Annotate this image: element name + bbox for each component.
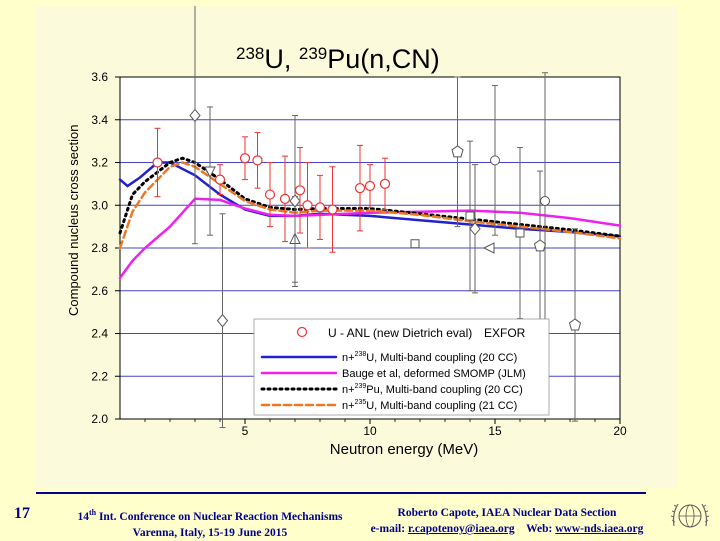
email-link[interactable]: r.capotenoy@iaea.org bbox=[407, 523, 515, 535]
anl-point bbox=[239, 153, 251, 164]
legend-label-mass: 239 bbox=[355, 383, 367, 390]
legend-anl-marker bbox=[296, 326, 308, 338]
y-tick-label: 2.6 bbox=[91, 284, 108, 298]
exfor-marker bbox=[189, 108, 201, 123]
y-tick-label: 2.0 bbox=[91, 412, 108, 426]
y-tick-label: 2.4 bbox=[91, 327, 108, 341]
anl-point bbox=[264, 189, 276, 200]
legend-box bbox=[253, 318, 550, 416]
axes: 2.0 2.2 2.4 2.6 2.8 3.0 3.2 3.4 3.6 5 10 15 20 bbox=[91, 70, 627, 438]
x-axis-label: Neutron energy (MeV) bbox=[330, 441, 478, 458]
exfor-marker bbox=[216, 313, 229, 328]
legend-label-3: n+235U, Multi-band coupling (21 CC) bbox=[342, 399, 517, 412]
legend-label-suffix: U, Multi-band coupling (20 CC) bbox=[366, 352, 517, 364]
title-mass-2: 239 bbox=[299, 44, 327, 63]
anl-point bbox=[364, 180, 376, 192]
exfor-marker bbox=[289, 194, 301, 208]
exfor-marker bbox=[469, 221, 481, 236]
legend-label-suffix: U, Multi-band coupling (21 CC) bbox=[366, 400, 517, 412]
slide-number: 17 bbox=[14, 505, 30, 522]
anl-point bbox=[152, 157, 163, 168]
legend-label-1: Bauge et al, deformed SMOMP (JLM) bbox=[342, 368, 526, 380]
exfor-marker bbox=[451, 145, 464, 158]
legend-label-prefix: Bauge et al, deformed SMOMP (JLM) bbox=[342, 368, 526, 380]
data-points bbox=[152, 6, 582, 429]
chart-title: 238U, 239Pu(n,CN) bbox=[236, 44, 440, 74]
legend-label-prefix: n+ bbox=[342, 352, 355, 364]
footer-conference: 14th Int. Conference on Nuclear Reaction… bbox=[60, 505, 360, 541]
email-label: e-mail: bbox=[370, 523, 408, 535]
anl-point bbox=[279, 193, 291, 204]
y-tick-label: 2.8 bbox=[91, 241, 108, 255]
author-line: Roberto Capote, IAEA Nuclear Data Sectio… bbox=[397, 507, 617, 519]
anl-point bbox=[214, 174, 226, 185]
y-tick-label: 3.2 bbox=[91, 156, 108, 170]
y-axis-label: Compound nucleus cross section bbox=[66, 125, 81, 317]
anl-point bbox=[314, 202, 326, 213]
x-tick-label: 15 bbox=[488, 424, 502, 438]
conference-ordinal: th bbox=[88, 508, 97, 517]
y-tick-label: 3.0 bbox=[91, 198, 108, 212]
exfor-marker bbox=[515, 228, 525, 238]
anl-point bbox=[294, 185, 306, 196]
anl-point bbox=[302, 200, 313, 211]
cross-section-chart: 2.02.22.42.62.83.03.23.43.65 10 15 20 238U,… bbox=[66, 6, 627, 458]
exfor-marker bbox=[568, 318, 582, 331]
legend-exfor-label: EXFOR bbox=[484, 326, 526, 340]
y-tick-label: 2.2 bbox=[91, 369, 108, 383]
title-mass-1: 238 bbox=[236, 44, 264, 63]
legend-label-prefix: n+ bbox=[342, 384, 355, 396]
legend-anl-label: U - ANL (new Dietrich eval) bbox=[328, 326, 472, 340]
anl-point bbox=[252, 155, 263, 166]
exfor-marker bbox=[204, 166, 216, 179]
y-tick-label: 3.4 bbox=[91, 113, 108, 127]
legend: U - ANL (new Dietrich eval) EXFOR n+238U… bbox=[253, 318, 550, 416]
footer-author: Roberto Capote, IAEA Nuclear Data Sectio… bbox=[352, 505, 662, 537]
exfor-marker bbox=[465, 211, 475, 221]
y-tick-label: 3.6 bbox=[91, 70, 108, 84]
chart-panel: 2.0 2.2 2.4 2.6 2.8 3.0 3.2 3.4 3.6 5 10 15 20 238U,… bbox=[36, 6, 678, 488]
exfor-marker bbox=[540, 195, 550, 206]
x-tick-label: 5 bbox=[242, 424, 249, 438]
x-tick-label: 20 bbox=[613, 424, 627, 438]
legend-label-suffix: Pu, Multi-band coupling (20 CC) bbox=[366, 384, 523, 396]
title-element-2: Pu(n,CN) bbox=[327, 44, 440, 74]
web-link[interactable]: www-nds.iaea.org bbox=[555, 523, 644, 535]
legend-label-mass: 238 bbox=[355, 351, 367, 358]
legend-label-mass: 235 bbox=[355, 399, 367, 406]
anl-point bbox=[354, 183, 366, 194]
conference-number: 14 bbox=[77, 510, 89, 523]
x-tick-label: 10 bbox=[363, 424, 377, 438]
iaea-logo-icon bbox=[670, 503, 710, 528]
legend-label-prefix: n+ bbox=[342, 400, 355, 412]
conference-location: Varenna, Italy, 15-19 June 2015 bbox=[132, 526, 288, 539]
anl-point bbox=[379, 178, 391, 189]
legend-label-0: n+238U, Multi-band coupling (20 CC) bbox=[342, 351, 517, 364]
exfor-marker bbox=[482, 242, 495, 254]
conference-name: Int. Conference on Nuclear Reaction Mech… bbox=[96, 510, 343, 523]
web-label: Web: bbox=[526, 523, 556, 535]
legend-label-2: n+239Pu, Multi-band coupling (20 CC) bbox=[342, 383, 523, 396]
title-element-1: U, bbox=[264, 44, 299, 74]
footer-rule bbox=[36, 492, 646, 494]
exfor-marker bbox=[490, 155, 500, 166]
exfor-marker bbox=[410, 239, 420, 249]
anl-point bbox=[327, 204, 338, 215]
